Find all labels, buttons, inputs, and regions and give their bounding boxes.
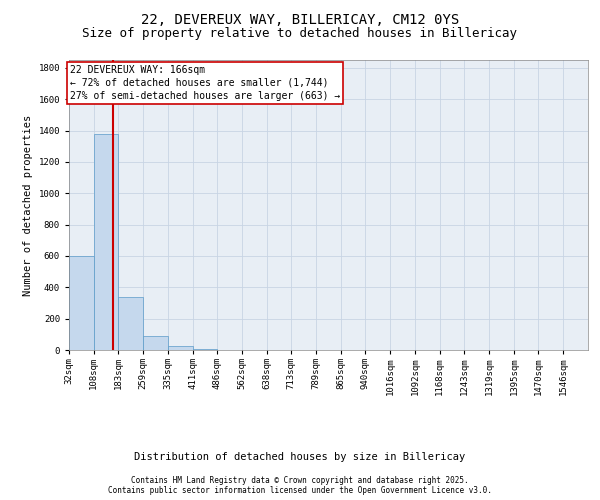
Bar	[193, 349, 217, 350]
Y-axis label: Number of detached properties: Number of detached properties	[23, 114, 33, 296]
Text: Contains public sector information licensed under the Open Government Licence v3: Contains public sector information licen…	[108, 486, 492, 495]
Text: 22, DEVEREUX WAY, BILLERICAY, CM12 0YS: 22, DEVEREUX WAY, BILLERICAY, CM12 0YS	[141, 12, 459, 26]
Text: 22 DEVEREUX WAY: 166sqm
← 72% of detached houses are smaller (1,744)
27% of semi: 22 DEVEREUX WAY: 166sqm ← 72% of detache…	[70, 64, 341, 101]
Text: Distribution of detached houses by size in Billericay: Distribution of detached houses by size …	[134, 452, 466, 462]
Bar	[69, 256, 94, 350]
Bar	[94, 134, 118, 350]
Text: Contains HM Land Registry data © Crown copyright and database right 2025.: Contains HM Land Registry data © Crown c…	[131, 476, 469, 485]
Bar	[143, 336, 168, 350]
Text: Size of property relative to detached houses in Billericay: Size of property relative to detached ho…	[83, 28, 517, 40]
Bar	[118, 296, 143, 350]
Bar	[168, 346, 193, 350]
